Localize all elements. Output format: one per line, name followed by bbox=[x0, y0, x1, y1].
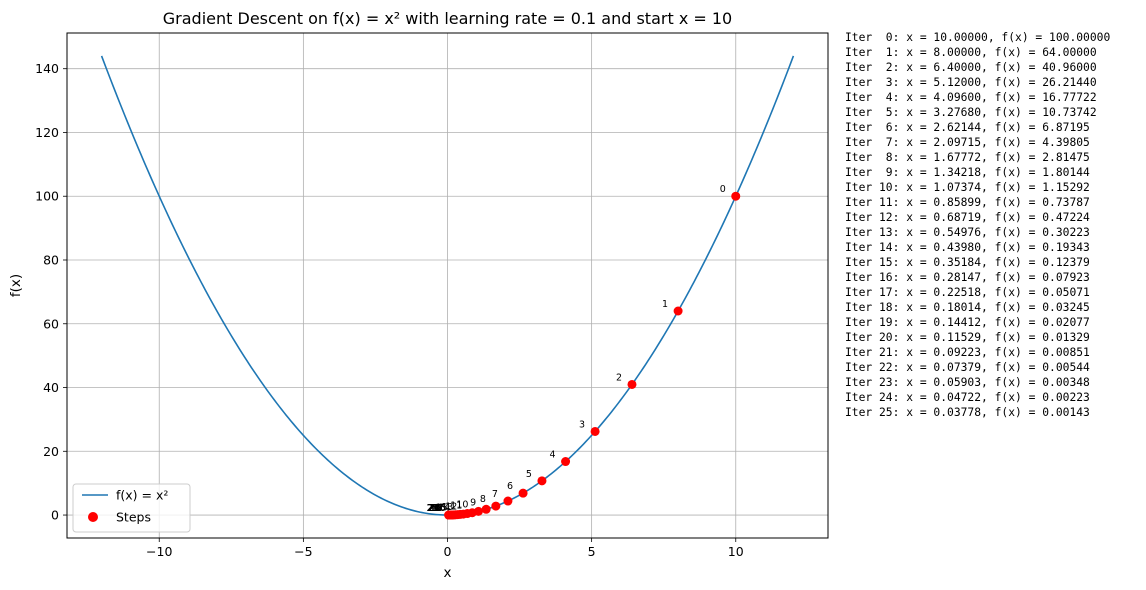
log-line: Iter 22: x = 0.07379, f(x) = 0.00544 bbox=[845, 361, 1090, 374]
x-tick-label: 5 bbox=[588, 544, 596, 559]
step-point bbox=[590, 426, 600, 436]
step-label: 9 bbox=[470, 497, 476, 508]
chart-title: Gradient Descent on f(x) = x² with learn… bbox=[163, 9, 732, 28]
step-label: 21 bbox=[428, 503, 440, 514]
log-line: Iter 20: x = 0.11529, f(x) = 0.01329 bbox=[845, 331, 1090, 344]
step-label: 16 bbox=[434, 503, 446, 514]
step-labels-layer: 0123456789101112131415161718192021222324… bbox=[426, 184, 725, 514]
step-point bbox=[673, 306, 683, 316]
log-line: Iter 5: x = 3.27680, f(x) = 10.73742 bbox=[845, 106, 1097, 119]
step-label: 6 bbox=[507, 481, 513, 492]
step-point bbox=[491, 501, 501, 511]
step-label: 14 bbox=[438, 502, 450, 513]
step-point bbox=[627, 379, 637, 389]
y-tick-label: 140 bbox=[35, 61, 59, 76]
step-label: 3 bbox=[579, 419, 585, 430]
legend-steps-swatch bbox=[88, 512, 98, 522]
step-label: 5 bbox=[526, 469, 532, 480]
log-line: Iter 21: x = 0.09223, f(x) = 0.00851 bbox=[845, 346, 1090, 359]
x-tick-label: −5 bbox=[294, 544, 312, 559]
y-axis-label: f(x) bbox=[8, 274, 24, 297]
step-label: 24 bbox=[427, 503, 439, 514]
step-label: 15 bbox=[436, 503, 448, 514]
y-tick-label: 120 bbox=[35, 125, 59, 140]
log-line: Iter 1: x = 8.00000, f(x) = 64.00000 bbox=[845, 46, 1097, 59]
step-point bbox=[444, 510, 454, 520]
log-line: Iter 23: x = 0.05903, f(x) = 0.00348 bbox=[845, 376, 1090, 389]
step-label: 11 bbox=[450, 501, 462, 512]
step-label: 18 bbox=[431, 503, 443, 514]
legend-curve-label: f(x) = x² bbox=[116, 488, 168, 503]
step-label: 22 bbox=[428, 503, 440, 514]
y-tick-label: 80 bbox=[43, 252, 59, 267]
log-line: Iter 25: x = 0.03778, f(x) = 0.00143 bbox=[845, 406, 1090, 419]
step-point bbox=[561, 457, 571, 467]
iteration-log: Iter 0: x = 10.00000, f(x) = 100.00000 It… bbox=[845, 30, 1110, 420]
log-line: Iter 10: x = 1.07374, f(x) = 1.15292 bbox=[845, 181, 1090, 194]
grid bbox=[67, 33, 828, 538]
step-label: 20 bbox=[429, 503, 441, 514]
log-line: Iter 15: x = 0.35184, f(x) = 0.12379 bbox=[845, 256, 1090, 269]
step-label: 19 bbox=[430, 503, 442, 514]
step-label: 23 bbox=[427, 503, 439, 514]
step-label: 0 bbox=[720, 184, 726, 195]
y-tick-label: 20 bbox=[43, 444, 59, 459]
x-tick-label: 10 bbox=[728, 544, 744, 559]
y-tick-label: 100 bbox=[35, 189, 59, 204]
log-line: Iter 4: x = 4.09600, f(x) = 16.77722 bbox=[845, 91, 1097, 104]
step-label: 8 bbox=[480, 494, 486, 505]
log-line: Iter 14: x = 0.43980, f(x) = 0.19343 bbox=[845, 241, 1090, 254]
log-line: Iter 16: x = 0.28147, f(x) = 0.07923 bbox=[845, 271, 1090, 284]
step-label: 12 bbox=[445, 502, 457, 513]
step-point bbox=[518, 488, 528, 498]
log-line: Iter 6: x = 2.62144, f(x) = 6.87195 bbox=[845, 121, 1090, 134]
log-line: Iter 18: x = 0.18014, f(x) = 0.03245 bbox=[845, 301, 1090, 314]
step-label: 13 bbox=[441, 502, 453, 513]
y-tick-label: 40 bbox=[43, 380, 59, 395]
log-line: Iter 17: x = 0.22518, f(x) = 0.05071 bbox=[845, 286, 1090, 299]
gradient-descent-chart: Gradient Descent on f(x) = x² with learn… bbox=[8, 9, 829, 581]
steps-layer bbox=[444, 191, 741, 520]
legend-box bbox=[72, 483, 191, 533]
log-line: Iter 2: x = 6.40000, f(x) = 40.96000 bbox=[845, 61, 1097, 74]
log-line: Iter 9: x = 1.34218, f(x) = 1.80144 bbox=[845, 166, 1090, 179]
log-line: Iter 12: x = 0.68719, f(x) = 0.47224 bbox=[845, 211, 1090, 224]
step-point bbox=[537, 476, 547, 486]
log-line: Iter 24: x = 0.04722, f(x) = 0.00223 bbox=[845, 391, 1090, 404]
log-line: Iter 11: x = 0.85899, f(x) = 0.73787 bbox=[845, 196, 1090, 209]
y-tick-label: 60 bbox=[43, 316, 59, 331]
x-tick-label: −10 bbox=[146, 544, 172, 559]
log-line: Iter 8: x = 1.67772, f(x) = 2.81475 bbox=[845, 151, 1090, 164]
step-label: 10 bbox=[456, 499, 468, 510]
step-label: 17 bbox=[432, 503, 444, 514]
log-line: Iter 3: x = 5.12000, f(x) = 26.21440 bbox=[845, 76, 1097, 89]
step-label: 1 bbox=[662, 299, 668, 310]
step-point bbox=[481, 504, 491, 514]
legend-steps-label: Steps bbox=[116, 510, 151, 525]
step-point bbox=[731, 191, 741, 201]
log-line: Iter 0: x = 10.00000, f(x) = 100.00000 bbox=[845, 31, 1111, 44]
step-point bbox=[503, 496, 513, 506]
x-axis-label: x bbox=[444, 565, 452, 581]
x-tick-label: 0 bbox=[444, 544, 452, 559]
step-label: 2 bbox=[616, 372, 622, 383]
log-line: Iter 7: x = 2.09715, f(x) = 4.39805 bbox=[845, 136, 1090, 149]
legend: f(x) = x² Steps bbox=[72, 483, 191, 533]
y-tick-label: 0 bbox=[51, 508, 59, 523]
step-label: 25 bbox=[426, 503, 438, 514]
log-line: Iter 19: x = 0.14412, f(x) = 0.02077 bbox=[845, 316, 1090, 329]
log-line: Iter 13: x = 0.54976, f(x) = 0.30223 bbox=[845, 226, 1090, 239]
step-label: 4 bbox=[550, 450, 556, 461]
step-label: 7 bbox=[492, 489, 498, 500]
